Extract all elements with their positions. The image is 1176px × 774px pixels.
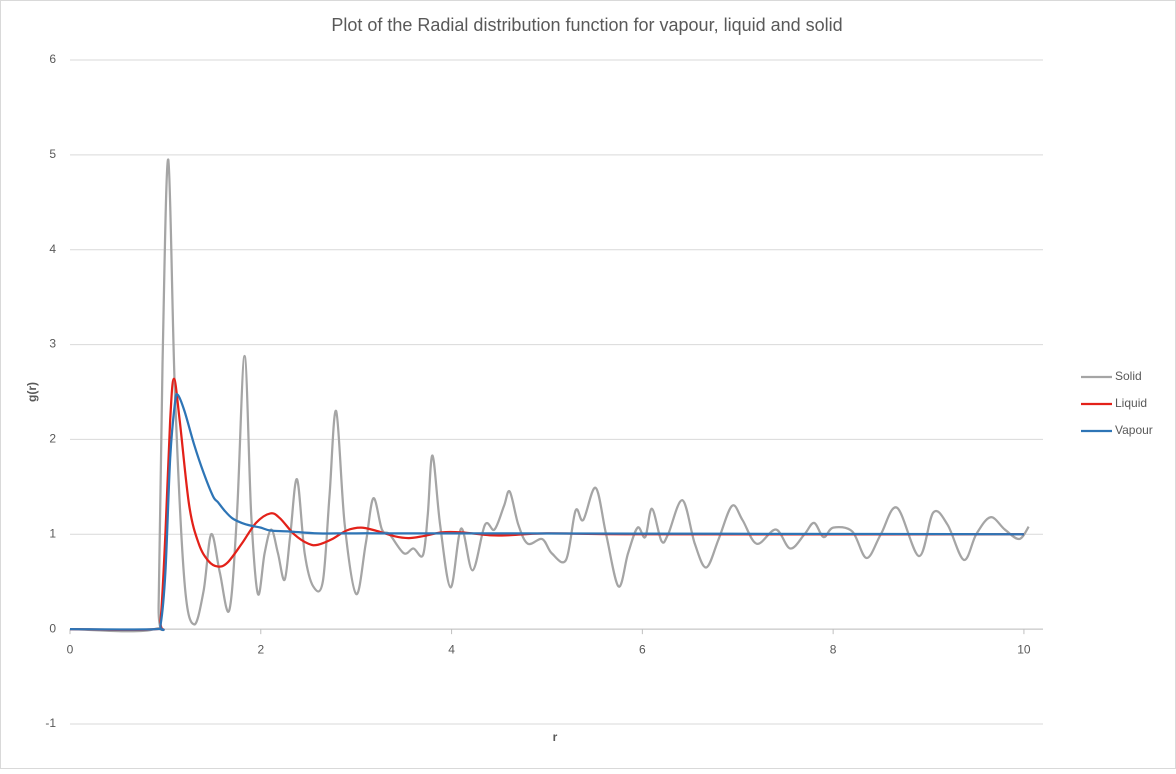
y-axis-label: g(r) bbox=[25, 382, 39, 402]
series-line bbox=[69, 158, 1030, 633]
y-tick-label: 3 bbox=[49, 337, 56, 351]
x-tick-label: 0 bbox=[67, 642, 74, 656]
series-line bbox=[69, 393, 1024, 632]
y-tick-label: 6 bbox=[49, 52, 56, 66]
legend-label: Liquid bbox=[1115, 396, 1147, 410]
y-tick-label: 5 bbox=[49, 147, 56, 161]
x-tick-label: 8 bbox=[830, 642, 837, 656]
x-tick-label: 6 bbox=[639, 642, 646, 656]
legend-label: Vapour bbox=[1115, 423, 1153, 437]
y-tick-label: 0 bbox=[49, 621, 56, 635]
chart-title: Plot of the Radial distribution function… bbox=[331, 15, 842, 35]
y-tick-label: -1 bbox=[45, 716, 56, 730]
y-tick-label: 2 bbox=[49, 432, 56, 446]
y-tick-label: 4 bbox=[49, 242, 56, 256]
x-tick-label: 4 bbox=[448, 642, 455, 656]
series-line bbox=[69, 377, 1024, 631]
x-tick-label: 10 bbox=[1017, 642, 1031, 656]
x-axis-label: r bbox=[553, 730, 558, 744]
x-tick-label: 2 bbox=[257, 642, 264, 656]
legend-label: Solid bbox=[1115, 369, 1142, 383]
y-tick-label: 1 bbox=[49, 526, 56, 540]
